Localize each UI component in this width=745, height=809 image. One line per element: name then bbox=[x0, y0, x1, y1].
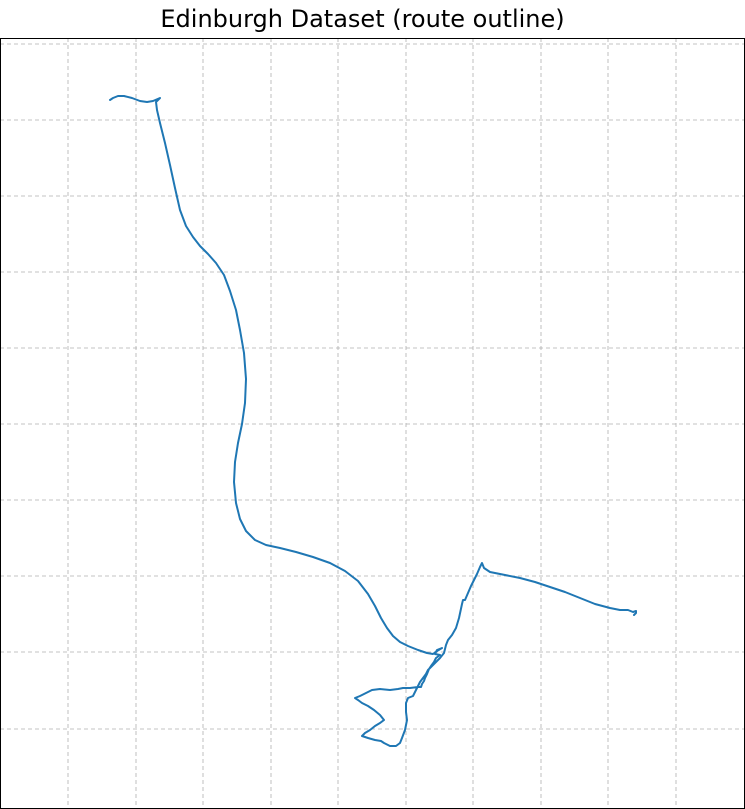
chart-title: Edinburgh Dataset (route outline) bbox=[160, 5, 565, 33]
route-line-series-0 bbox=[109, 95, 637, 747]
series-lines bbox=[109, 95, 637, 747]
plot-frame bbox=[0, 38, 745, 809]
grid-lines bbox=[0, 38, 745, 808]
